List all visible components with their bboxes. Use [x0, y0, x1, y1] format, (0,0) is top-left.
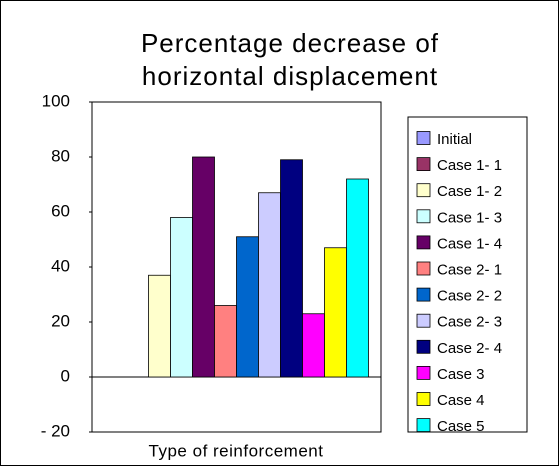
bar — [192, 156, 215, 378]
legend-swatch — [416, 392, 431, 406]
legend-swatch — [416, 131, 431, 145]
y-tick-label: 80 — [51, 146, 70, 165]
legend-label: Case 2- 1 — [437, 261, 502, 278]
legend-swatch — [416, 235, 431, 250]
legend-label: Case 3 — [437, 366, 485, 383]
chart-title: Percentage decrease of — [141, 28, 439, 58]
legend-swatch — [416, 261, 431, 276]
y-tick-label: - 20 — [41, 421, 70, 440]
legend-swatch — [416, 287, 431, 302]
legend-label: Case 5 — [437, 418, 485, 435]
legend-swatch — [416, 339, 431, 354]
y-tick-label: 40 — [51, 256, 70, 275]
legend-label: Case 2- 2 — [437, 288, 502, 305]
legend-label: Case 1- 4 — [437, 235, 502, 252]
chart-title: horizontal displacement — [142, 61, 438, 91]
bar — [302, 313, 325, 378]
bar — [170, 217, 193, 378]
y-tick-label: 100 — [42, 91, 70, 110]
y-tick-label: 60 — [51, 201, 70, 220]
legend-label: Case 2- 4 — [437, 340, 502, 357]
legend-label: Case 1- 1 — [437, 157, 502, 174]
legend-swatch — [416, 365, 431, 380]
bar — [214, 305, 237, 378]
legend-label: Case 2- 3 — [437, 314, 502, 331]
bar — [280, 159, 303, 378]
bar — [258, 192, 281, 378]
x-axis-label: Type of reinforcement — [149, 441, 324, 460]
legend-swatch — [416, 418, 431, 433]
legend-label: Case 1- 2 — [437, 183, 502, 200]
legend-label: Case 4 — [437, 392, 485, 409]
legend-label: Initial — [437, 131, 472, 148]
bar — [324, 247, 347, 378]
bar — [346, 178, 369, 378]
bar — [148, 274, 171, 378]
y-tick-label: 0 — [61, 366, 70, 385]
legend-swatch — [416, 313, 431, 328]
legend-swatch — [416, 183, 431, 198]
legend-label: Case 1- 3 — [437, 209, 502, 226]
legend-swatch — [416, 209, 431, 224]
bar — [236, 236, 259, 378]
y-tick-label: 20 — [51, 311, 70, 330]
legend-swatch — [416, 157, 431, 172]
